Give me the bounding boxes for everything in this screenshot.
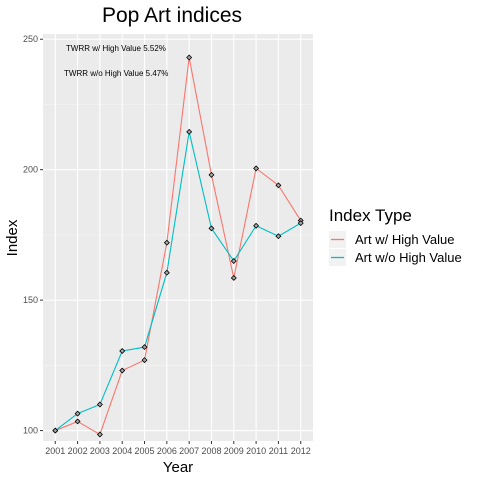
x-tick-label: 2011 <box>269 446 288 456</box>
x-tick-label: 2009 <box>224 446 244 456</box>
series-line-2 <box>54 131 302 431</box>
x-tick-label: 2007 <box>179 446 199 456</box>
y-tick-label: 200 <box>23 165 38 175</box>
data-point-series-2 <box>119 348 126 354</box>
data-point-series-1 <box>186 54 193 61</box>
axes: 100 150 200 250 2001 2002 2003 2004 2005 2006 2007… <box>23 34 311 456</box>
data-point-series-2 <box>275 233 282 240</box>
x-tick-label: 2008 <box>201 446 221 456</box>
y-axis-title: Index <box>4 219 21 256</box>
legend: Index Type Art w/ High Value Art w/o High … <box>329 206 462 266</box>
plot-panel <box>43 34 313 441</box>
x-tick-label: 2003 <box>90 446 110 456</box>
annotations: TWRR w/ High Value 5.52% TWRR w/o High Va… <box>64 44 168 78</box>
x-tick-label: 2010 <box>246 446 266 456</box>
annotation-twrr-with-high-value: TWRR w/ High Value 5.52% <box>66 44 166 53</box>
data-point-series-2 <box>208 225 215 232</box>
data-point-series-2 <box>253 222 260 229</box>
x-tick-label: 2012 <box>291 446 311 456</box>
data-point-series-2 <box>96 401 103 408</box>
data-point-series-1 <box>96 431 103 438</box>
data-point-series-1 <box>74 418 81 425</box>
data-point-series-2 <box>163 269 170 276</box>
x-tick-label: 2004 <box>112 446 132 456</box>
legend-label: Art w/o High Value <box>355 250 462 265</box>
x-tick-label: 2001 <box>45 446 65 456</box>
data-point-series-1 <box>119 367 126 374</box>
data-point-series-2 <box>52 427 59 434</box>
annotation-twrr-without-high-value: TWRR w/o High Value 5.47% <box>64 69 168 78</box>
x-tick-label: 2002 <box>68 446 88 456</box>
data-point-series-2 <box>297 220 304 227</box>
data-point-series-2 <box>230 258 237 264</box>
x-tick-label: 2006 <box>157 446 177 456</box>
data-point-series-1 <box>208 171 215 178</box>
data-point-series-1 <box>230 274 237 281</box>
legend-label: Art w/ High Value <box>355 232 454 247</box>
series-line-1 <box>55 57 302 436</box>
y-tick-label: 250 <box>23 34 38 44</box>
series-layer <box>52 54 304 438</box>
x-tick-label: 2005 <box>135 446 155 456</box>
chart-title: Pop Art indices <box>102 4 242 27</box>
data-point-series-2 <box>186 128 193 135</box>
x-axis-title: Year <box>163 459 193 476</box>
legend-title: Index Type <box>329 206 412 225</box>
data-point-series-1 <box>141 357 148 364</box>
data-point-series-1 <box>253 165 260 172</box>
y-tick-label: 150 <box>23 295 38 305</box>
data-point-series-1 <box>163 239 170 246</box>
data-point-series-1 <box>275 182 282 189</box>
y-tick-label: 100 <box>23 426 38 436</box>
data-point-series-2 <box>141 344 148 351</box>
data-point-series-2 <box>74 410 81 417</box>
